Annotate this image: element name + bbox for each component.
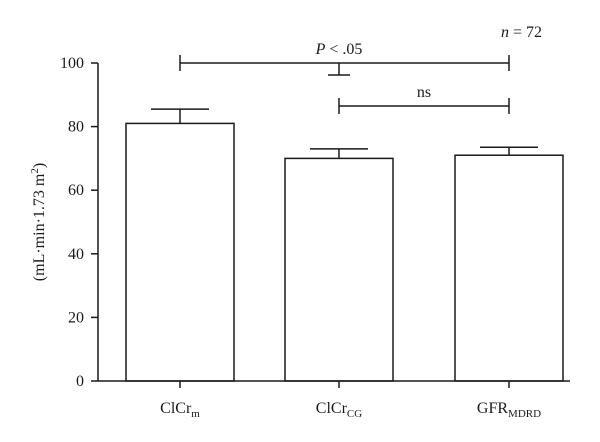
y-axis: 0 20 40 60 80 100 [60, 55, 99, 390]
bar [284, 157, 394, 382]
y-tick-label: 60 [68, 182, 84, 199]
y-axis-label: (mL·min·1.73 m2) [29, 163, 48, 281]
x-axis: ClCrm ClCrCG GFRMDRD [98, 380, 570, 420]
x-tick-label: GFRMDRD [477, 400, 541, 420]
y-tick-label: 100 [60, 55, 84, 72]
y-tick-label: 80 [68, 119, 84, 136]
y-tick-label: 40 [68, 246, 84, 263]
annotations: P < .05 ns n = 72 [179, 24, 542, 114]
p-value-label: P < .05 [315, 41, 363, 58]
bar [125, 122, 235, 382]
sample-size-label: n = 72 [501, 24, 542, 41]
y-tick-label: 0 [76, 373, 84, 390]
x-tick-label: ClCrm [160, 400, 200, 420]
bar [454, 154, 564, 382]
y-tick-label: 20 [68, 309, 84, 326]
x-tick-label: ClCrCG [316, 400, 362, 420]
ns-label: ns [417, 84, 431, 101]
bars [125, 108, 564, 382]
